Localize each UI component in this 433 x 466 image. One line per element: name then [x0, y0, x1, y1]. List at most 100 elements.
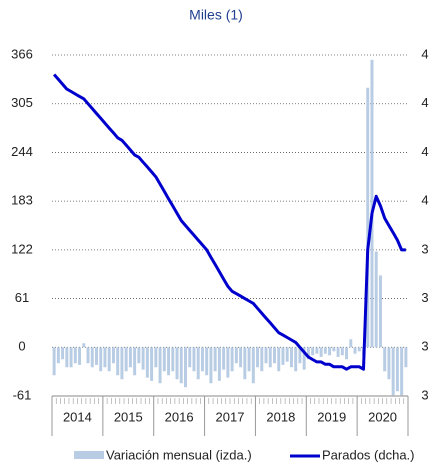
bar: [120, 347, 124, 380]
bar: [69, 347, 73, 368]
bar: [192, 347, 196, 372]
bar: [289, 347, 293, 368]
bar: [349, 339, 353, 348]
bar: [285, 347, 289, 362]
bar: [294, 347, 298, 372]
bar: [145, 347, 149, 378]
bar: [366, 87, 370, 348]
y-tick-label: 183: [11, 193, 33, 208]
bar: [378, 275, 382, 348]
bar: [128, 347, 132, 368]
bar: [217, 347, 221, 381]
y2-tick-label: 4: [421, 46, 428, 61]
y2-tick-label: 3: [421, 241, 428, 256]
bar: [256, 347, 260, 368]
bar: [260, 347, 264, 372]
bar: [90, 347, 94, 368]
bar: [86, 347, 90, 364]
bar: [167, 347, 171, 376]
bar: [171, 347, 175, 372]
bar: [268, 347, 272, 368]
bar: [239, 347, 243, 368]
bar: [251, 347, 255, 384]
bar: [395, 347, 399, 392]
bar: [124, 347, 128, 372]
bar: [133, 347, 137, 376]
bar: [213, 347, 217, 372]
bar: [154, 347, 158, 368]
bar: [52, 347, 56, 376]
bar: [374, 251, 378, 348]
bar: [306, 347, 310, 360]
bar: [78, 347, 82, 365]
y-tick-label: 366: [11, 46, 33, 61]
bar: [222, 347, 226, 370]
bar: [209, 347, 213, 384]
bar: [234, 347, 238, 364]
bar: [73, 347, 77, 364]
bar: [137, 347, 141, 364]
x-tick-label: 2015: [114, 409, 143, 424]
bar: [179, 347, 183, 384]
bar: [205, 347, 209, 376]
bar: [281, 347, 285, 365]
bar: [391, 347, 395, 396]
bar: [184, 347, 187, 388]
bar: [298, 347, 302, 364]
bar: [387, 347, 391, 380]
y2-tick-label: 3: [421, 339, 428, 354]
bar: [200, 347, 204, 372]
x-tick-label: 2016: [165, 409, 194, 424]
bar: [345, 347, 349, 360]
y2-tick-label: 3: [421, 290, 428, 305]
chart-title: Miles (1): [189, 7, 243, 23]
y2-tick-label: 4: [421, 193, 428, 208]
bar: [273, 347, 276, 364]
legend-label: Parados (dcha.): [322, 447, 415, 462]
bar: [158, 347, 162, 384]
bar: [95, 347, 98, 365]
bar: [196, 347, 200, 380]
bar: [82, 343, 86, 348]
bar: [162, 347, 166, 372]
bar: [230, 347, 234, 372]
x-tick-label: 2018: [266, 409, 295, 424]
bar: [188, 347, 192, 368]
y2-tick-label: 3: [421, 387, 428, 402]
bar: [61, 347, 65, 360]
line: [52, 73, 406, 371]
x-tick-label: 2014: [63, 409, 92, 424]
bar: [315, 347, 319, 354]
y-tick-label: 305: [11, 95, 33, 110]
bar: [103, 347, 107, 368]
bar: [277, 347, 281, 372]
y-tick-label: 122: [11, 241, 33, 256]
bar: [311, 347, 315, 356]
y-tick-label: 61: [15, 290, 29, 305]
bar: [383, 347, 387, 372]
bar: [264, 347, 268, 364]
bar: [404, 347, 408, 368]
x-tick-label: 2017: [216, 409, 245, 424]
bar: [319, 347, 323, 357]
bar: [111, 347, 115, 364]
y-tick-label: 0: [18, 339, 25, 354]
bar: [370, 59, 374, 348]
bar: [323, 347, 327, 354]
y-tick-label: 244: [11, 144, 33, 159]
bar: [226, 347, 230, 378]
bar: [336, 347, 340, 357]
y2-tick-label: 4: [421, 95, 428, 110]
legend-label: Variación mensual (izda.): [106, 447, 252, 462]
bar: [332, 347, 336, 352]
bar: [65, 347, 69, 368]
bar: [353, 347, 357, 354]
bar: [340, 347, 344, 356]
bar: [107, 347, 111, 372]
bar: [400, 347, 404, 396]
x-tick-label: 2019: [317, 409, 346, 424]
bar: [141, 347, 145, 370]
bar: [116, 347, 120, 376]
bar: [328, 347, 332, 356]
